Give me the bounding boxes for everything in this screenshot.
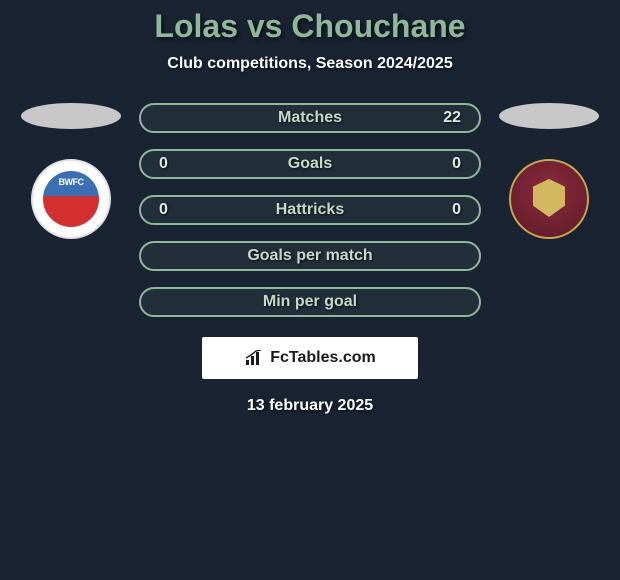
stat-row-matches: Matches 22 — [139, 103, 481, 133]
stat-row-goals: 0 Goals 0 — [139, 149, 481, 179]
page-title: Lolas vs Chouchane — [0, 8, 620, 45]
branding-badge[interactable]: FcTables.com — [202, 337, 418, 379]
player-right-badge — [509, 159, 589, 239]
stat-left-value: 0 — [159, 201, 179, 219]
comparison-card: Lolas vs Chouchane Club competitions, Se… — [0, 0, 620, 415]
club-crest-left-icon — [43, 171, 99, 227]
stat-label: Goals per match — [141, 247, 479, 265]
player-left-ellipse — [21, 103, 121, 129]
stat-row-mpg: Min per goal — [139, 287, 481, 317]
player-left-badge — [31, 159, 111, 239]
stat-label: Matches — [141, 109, 479, 127]
stat-row-gpm: Goals per match — [139, 241, 481, 271]
bar-chart-icon — [244, 350, 264, 366]
stat-row-hattricks: 0 Hattricks 0 — [139, 195, 481, 225]
player-left-column — [21, 103, 121, 239]
stat-right-value: 0 — [441, 201, 461, 219]
player-right-column — [499, 103, 599, 239]
stat-right-value: 22 — [441, 109, 461, 127]
branding-text: FcTables.com — [270, 349, 376, 367]
stat-label: Goals — [141, 155, 479, 173]
stat-right-value: 0 — [441, 155, 461, 173]
stat-label: Hattricks — [141, 201, 479, 219]
date-label: 13 february 2025 — [0, 397, 620, 415]
player-right-ellipse — [499, 103, 599, 129]
main-area: Matches 22 0 Goals 0 0 Hattricks 0 Goals… — [0, 103, 620, 317]
stat-left-value: 0 — [159, 155, 179, 173]
stats-column: Matches 22 0 Goals 0 0 Hattricks 0 Goals… — [139, 103, 481, 317]
page-subtitle: Club competitions, Season 2024/2025 — [0, 55, 620, 73]
stat-label: Min per goal — [141, 293, 479, 311]
